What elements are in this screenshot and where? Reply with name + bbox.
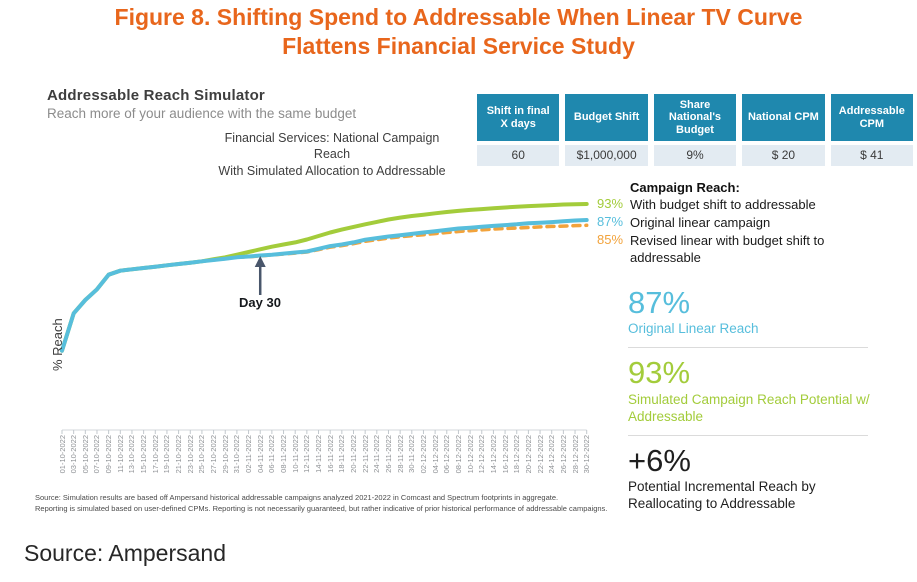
legend-item-label: With budget shift to addressable xyxy=(630,197,816,212)
x-tick-label: 08-11-2022 xyxy=(279,435,289,473)
x-tick-label: 19-10-2022 xyxy=(162,435,172,474)
param-value-3: $ 20 xyxy=(742,145,825,166)
x-tick-label: 29-10-2022 xyxy=(220,435,230,474)
x-tick-label: 14-12-2022 xyxy=(488,435,498,474)
x-tick-label: 21-10-2022 xyxy=(174,435,184,474)
x-tick-label: 25-10-2022 xyxy=(197,435,207,474)
x-tick-label: 27-10-2022 xyxy=(209,435,219,474)
y-axis-label: % Reach xyxy=(50,318,65,371)
x-tick-label: 12-12-2022 xyxy=(477,435,487,474)
stat-label: Potential Incremental Reach by Reallocat… xyxy=(628,479,816,511)
x-axis-labels: 01-10-2022 03-10-2022 05-10-2022 07-10-2022… xyxy=(55,435,615,493)
stat-label: Original Linear Reach xyxy=(628,321,759,337)
param-header-1: Budget Shift xyxy=(565,94,648,141)
reach-chart-svg xyxy=(60,202,589,434)
chart-title-line2: Reach xyxy=(313,147,351,162)
stat-value: 87% xyxy=(628,285,691,320)
x-tick-label: 26-11-2022 xyxy=(383,435,393,473)
legend-item-label: Original linear campaign xyxy=(630,215,771,230)
series-line-0 xyxy=(60,218,589,353)
legend-title: Campaign Reach: xyxy=(630,180,740,195)
param-header-2: Share National's Budget xyxy=(653,94,737,141)
x-tick-label: 01-10-2022 xyxy=(57,435,67,474)
x-tick-label: 16-11-2022 xyxy=(325,435,335,473)
stat-label: Simulated Campaign Reach Potential w/ Ad… xyxy=(628,391,870,424)
simulator-subtitle: Reach more of your audience with the sam… xyxy=(47,106,357,121)
legend-item: 93% With budget shift to addressable xyxy=(597,196,848,213)
x-tick-label: 18-12-2022 xyxy=(512,435,522,474)
x-tick-label: 02-11-2022 xyxy=(244,435,254,473)
x-tick-label: 30-12-2022 xyxy=(582,435,592,474)
series-line-2 xyxy=(60,223,589,353)
x-tick-label: 09-10-2022 xyxy=(104,435,114,474)
legend-item: 85% Revised linear with budget shift to a… xyxy=(597,232,848,266)
stat-value: 93% xyxy=(628,355,691,391)
x-tick-label: 22-12-2022 xyxy=(535,435,545,474)
chart-title-line3: With Simulated Allocation to Addressable xyxy=(218,163,446,178)
x-tick-label: 03-10-2022 xyxy=(69,435,79,474)
x-tick-label: 10-12-2022 xyxy=(465,435,475,474)
footnote-line2: Reporting is simulated based on user-def… xyxy=(35,503,608,513)
param-header-3: National CPM xyxy=(742,94,825,141)
x-tick-label: 06-12-2022 xyxy=(442,435,452,474)
x-tick-label: 11-10-2022 xyxy=(115,435,125,473)
x-tick-label: 06-11-2022 xyxy=(267,435,277,473)
chart-title: Financial Services: National Campaign Re… xyxy=(117,130,547,179)
x-tick-label: 18-11-2022 xyxy=(337,435,347,473)
figure-title-line2: Flattens Financial Service Study xyxy=(282,33,635,60)
day30-arrow-head xyxy=(254,256,266,267)
param-value-4: $ 41 xyxy=(830,145,913,166)
chart-title-line1: Financial Services: National Campaign xyxy=(224,131,440,145)
x-tick-label: 23-10-2022 xyxy=(185,435,195,474)
stats-panel: 87% Original Linear Reach 93% Simulated Cam… xyxy=(628,286,886,513)
x-tick-label: 20-12-2022 xyxy=(523,435,533,474)
x-tick-label: 13-10-2022 xyxy=(127,435,137,474)
x-tick-label: 07-10-2022 xyxy=(92,435,102,474)
x-tick-label: 08-12-2022 xyxy=(453,435,463,474)
x-tick-label: 05-10-2022 xyxy=(80,435,90,474)
stat-divider xyxy=(628,434,868,436)
x-tick-label: 16-12-2022 xyxy=(500,435,510,474)
x-tick-label: 24-12-2022 xyxy=(547,435,557,474)
x-tick-label: 04-12-2022 xyxy=(430,435,440,474)
x-tick-label: 20-11-2022 xyxy=(349,435,358,473)
x-tick-label: 30-11-2022 xyxy=(407,435,417,473)
x-tick-label: 02-12-2022 xyxy=(418,435,428,474)
stat-divider xyxy=(628,347,868,349)
legend-item: 87% Original linear campaign xyxy=(597,214,848,231)
x-tick-label: 10-11-2022 xyxy=(290,435,300,473)
param-value-2: 9% xyxy=(653,145,737,166)
param-value-0: 60 xyxy=(477,145,560,166)
legend-item-pct: 85% xyxy=(597,232,624,247)
simulator-title: Addressable Reach Simulator xyxy=(47,87,265,104)
params-table: Shift in final X days Budget Shift Share N… xyxy=(477,94,913,166)
x-tick-label: 17-10-2022 xyxy=(150,435,160,474)
x-tick-label: 04-11-2022 xyxy=(255,435,265,473)
stat-value: +6% xyxy=(628,442,691,478)
x-tick-label: 14-11-2022 xyxy=(314,435,324,473)
x-tick-label: 22-11-2022 xyxy=(360,435,370,473)
legend-item-pct: 93% xyxy=(597,196,624,211)
param-header-4: Addressable CPM xyxy=(830,94,913,141)
footnote-line1: Source: Simulation results are based off… xyxy=(35,493,559,502)
param-header-0: Shift in final X days xyxy=(477,94,560,141)
param-value-1: $1,000,000 xyxy=(565,145,648,166)
x-tick-label: 24-11-2022 xyxy=(372,435,382,473)
x-tick-label: 15-10-2022 xyxy=(139,435,149,474)
day30-annotation-label: Day 30 xyxy=(239,295,281,310)
x-tick-label: 31-10-2022 xyxy=(232,435,242,474)
source-credit: Source: Ampersand xyxy=(24,540,227,566)
legend-item-pct: 87% xyxy=(597,214,624,229)
footnote: Source: Simulation results are based off… xyxy=(35,493,905,515)
legend-item-label: Revised linear with budget shift to addr… xyxy=(630,233,825,266)
x-tick-label: 12-11-2022 xyxy=(302,435,312,473)
figure-title-line1: Figure 8. Shifting Spend to Addressable … xyxy=(114,4,803,30)
figure-title: Figure 8. Shifting Spend to Addressable … xyxy=(0,3,917,62)
x-tick-label: 28-11-2022 xyxy=(395,435,405,473)
x-tick-label: 28-12-2022 xyxy=(570,435,580,474)
x-tick-label: 26-12-2022 xyxy=(558,435,568,474)
